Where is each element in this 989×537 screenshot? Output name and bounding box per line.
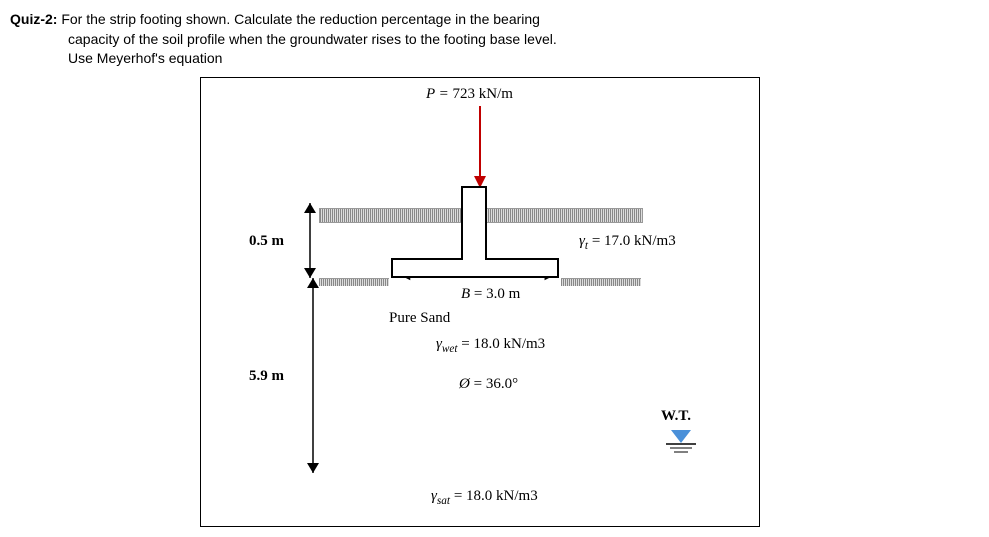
dim-59m-arrow-icon — [306, 278, 320, 478]
footing-join — [463, 256, 485, 262]
base-hatch-right — [561, 278, 641, 286]
width-b-label: B = 3.0 m — [461, 286, 520, 303]
quiz-label: Quiz-2: — [10, 11, 57, 27]
footing-stem — [461, 186, 487, 260]
dim-05m-arrow-icon — [303, 203, 317, 283]
load-arrow-icon — [472, 106, 492, 191]
base-hatch-left — [319, 278, 389, 286]
quiz-header: Quiz-2: For the strip footing shown. Cal… — [10, 10, 979, 69]
quiz-text-2: capacity of the soil profile when the gr… — [68, 30, 979, 50]
water-table-label: W.T. — [661, 408, 691, 425]
water-table-icon — [661, 428, 701, 458]
gamma-t-label: γt = 17.0 kN/m3 — [579, 233, 676, 252]
soil-type-label: Pure Sand — [389, 310, 450, 327]
load-label: P = 723 kN/m — [426, 86, 513, 103]
quiz-text-1: For the strip footing shown. Calculate t… — [61, 11, 540, 27]
dim-59m-label: 5.9 m — [249, 368, 284, 385]
quiz-text-3: Use Meyerhof's equation — [68, 49, 979, 69]
phi-label: Ø = 36.0° — [459, 376, 518, 393]
gamma-sat-label: γsat = 18.0 kN/m3 — [431, 488, 538, 507]
dim-05m-label: 0.5 m — [249, 233, 284, 250]
gamma-wet-label: γwet = 18.0 kN/m3 — [436, 336, 545, 355]
diagram-container: P = 723 kN/m 0.5 m 5.9 m γt = 17.0 kN/m3… — [200, 77, 760, 527]
